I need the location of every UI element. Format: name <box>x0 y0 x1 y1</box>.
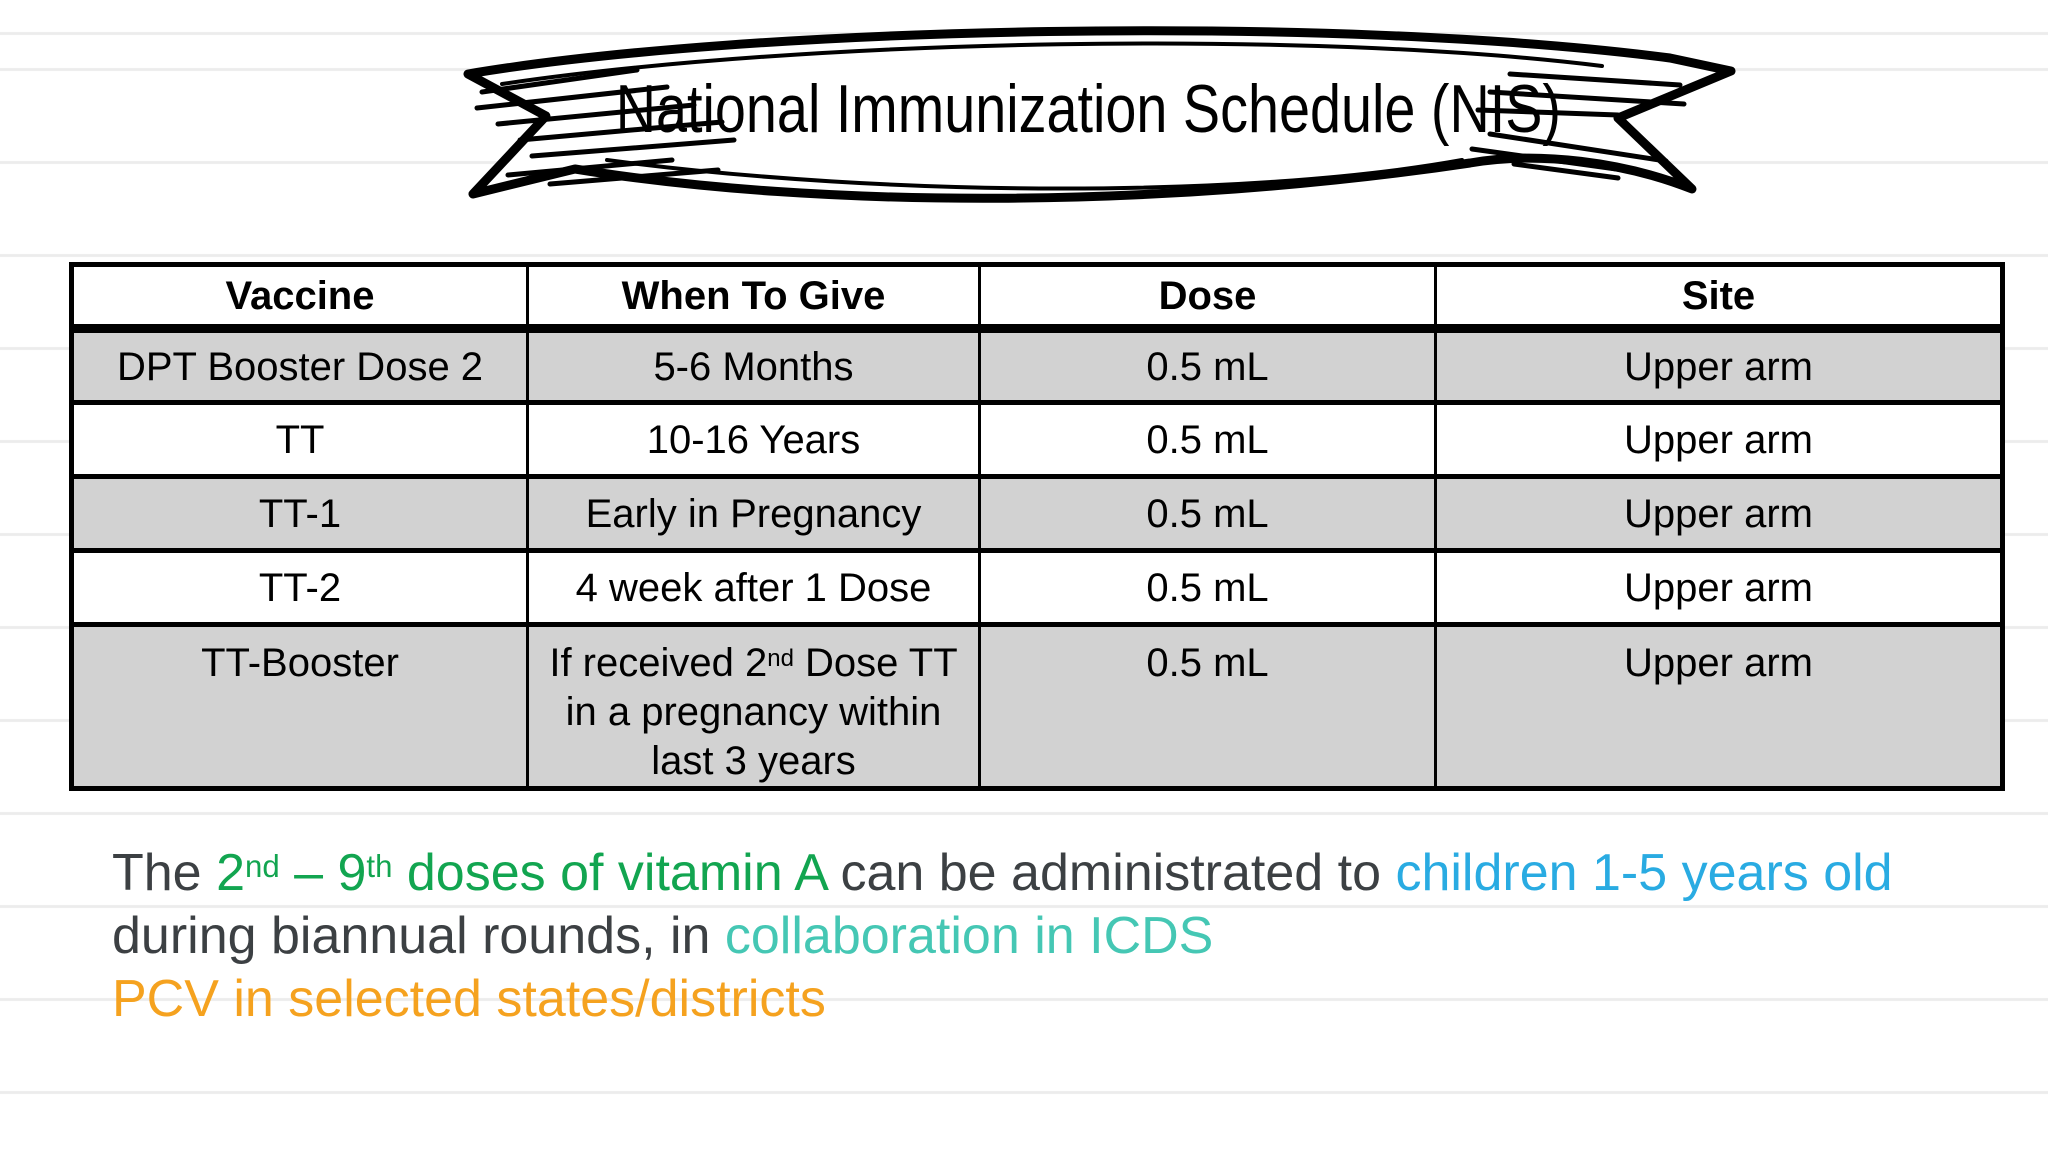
footnote-vitamin-a-text: – 9 <box>279 844 367 902</box>
cell-when: 10-16 Years <box>526 400 980 477</box>
column-header-when-to-give: When To Give <box>526 262 980 329</box>
cell-site: Upper arm <box>1434 474 2003 551</box>
cell-vaccine: TT-Booster <box>70 622 528 789</box>
table-row: TT-2 4 week after 1 Dose 0.5 mL Upper ar… <box>70 548 2003 625</box>
cell-when-text: If received 2 <box>549 641 768 685</box>
ordinal-superscript: nd <box>767 644 794 672</box>
table-header-row: Vaccine When To Give Dose Site <box>70 262 2003 329</box>
footnote-icds-text: collaboration in ICDS <box>724 907 1214 965</box>
cell-site: Upper arm <box>1434 622 2003 789</box>
footnote-line-3: PCV in selected states/districts <box>112 968 1992 1031</box>
cell-when-text: Dose TT in a pregnancy within last 3 yea… <box>565 641 958 783</box>
table-row: TT 10-16 Years 0.5 mL Upper arm <box>70 400 2003 477</box>
ordinal-superscript: th <box>366 848 393 884</box>
cell-when: 5-6 Months <box>526 324 980 403</box>
table-row: DPT Booster Dose 2 5-6 Months 0.5 mL Upp… <box>70 324 2003 403</box>
cell-vaccine: TT <box>70 400 528 477</box>
cell-dose: 0.5 mL <box>978 474 1436 551</box>
footnote-text: during biannual rounds, in <box>112 907 725 965</box>
table-row: TT-1 Early in Pregnancy 0.5 mL Upper arm <box>70 474 2003 551</box>
page-title-text: National Immunization Schedule (NIS) <box>615 71 1562 147</box>
cell-site: Upper arm <box>1434 400 2003 477</box>
ribbon-banner: National Immunization Schedule (NIS) <box>432 12 1745 217</box>
ribbon-banner-graphic <box>463 26 1736 203</box>
ordinal-superscript: nd <box>244 848 280 884</box>
cell-vaccine: DPT Booster Dose 2 <box>70 324 528 403</box>
cell-dose: 0.5 mL <box>978 622 1436 789</box>
cell-site: Upper arm <box>1434 324 2003 403</box>
column-header-site: Site <box>1434 262 2003 329</box>
cell-dose: 0.5 mL <box>978 548 1436 625</box>
footnote-vitamin-a-text: doses of vitamin A <box>392 844 827 902</box>
footnote-text: The <box>112 844 217 902</box>
footnote-line-2: during biannual rounds, in collaboration… <box>112 905 1992 968</box>
cell-when: 4 week after 1 Dose <box>526 548 980 625</box>
cell-dose: 0.5 mL <box>978 400 1436 477</box>
column-header-dose: Dose <box>978 262 1436 329</box>
cell-dose: 0.5 mL <box>978 324 1436 403</box>
table-row: TT-Booster If received 2nd Dose TT in a … <box>70 622 2003 789</box>
column-header-vaccine: Vaccine <box>70 262 528 329</box>
footnote-paragraph: The 2nd – 9th doses of vitamin A can be … <box>112 842 1992 1031</box>
footnote-children-text: children 1-5 years old <box>1395 844 1893 902</box>
cell-when: If received 2nd Dose TT in a pregnancy w… <box>526 622 980 789</box>
cell-vaccine: TT-1 <box>70 474 528 551</box>
cell-vaccine: TT-2 <box>70 548 528 625</box>
footnote-line-1: The 2nd – 9th doses of vitamin A can be … <box>112 842 1992 905</box>
cell-site: Upper arm <box>1434 548 2003 625</box>
immunization-schedule-table: Vaccine When To Give Dose Site DPT Boost… <box>69 262 2005 791</box>
footnote-text: can be administrated to <box>826 844 1396 902</box>
page-title: National Immunization Schedule (NIS) <box>432 54 1745 164</box>
footnote-pcv-text: PCV in selected states/districts <box>112 970 826 1028</box>
cell-when: Early in Pregnancy <box>526 474 980 551</box>
footnote-vitamin-a-text: 2 <box>216 844 245 902</box>
